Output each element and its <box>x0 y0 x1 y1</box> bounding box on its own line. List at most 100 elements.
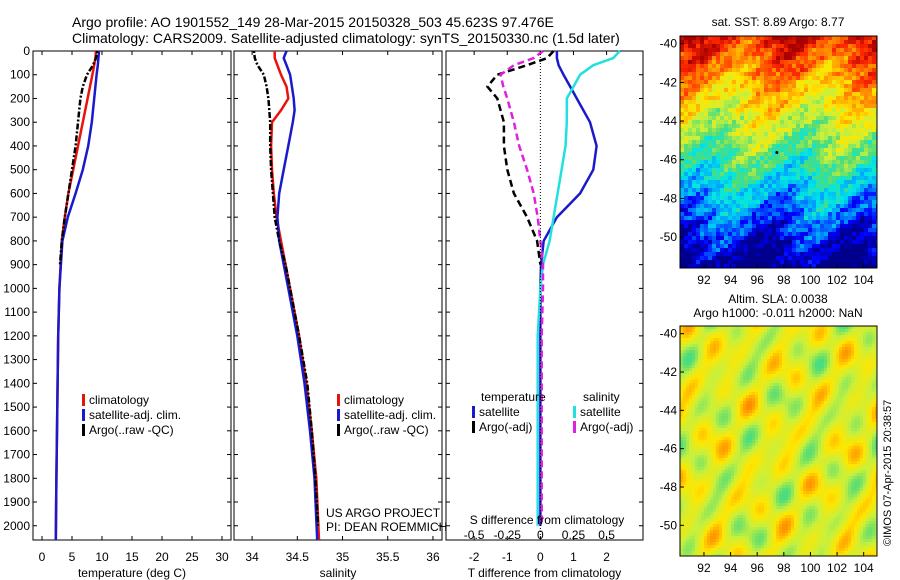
sst_map-cell <box>732 72 737 77</box>
sst_map-cell <box>772 192 777 197</box>
sla_map-cell <box>827 374 831 378</box>
sst_map-cell <box>744 216 749 221</box>
sla_map-cell <box>776 395 780 399</box>
sla_map-cell <box>800 341 804 345</box>
sst_map-cell <box>708 132 713 137</box>
sst_map-cell <box>752 196 757 201</box>
sla_map-cell <box>734 332 738 336</box>
sst_map-cell <box>820 36 825 41</box>
sla_map-cell <box>710 392 714 396</box>
sst_map-cell <box>724 184 729 189</box>
sla_map-cell <box>704 347 708 351</box>
sst_map-cell <box>736 140 741 145</box>
sst_map-cell <box>700 40 705 45</box>
sst_map-cell <box>704 124 709 129</box>
sla_map-cell <box>866 344 870 348</box>
sst_map-cell <box>852 240 857 245</box>
sst_map-cell <box>784 72 789 77</box>
sst_map-cell <box>720 148 725 153</box>
sla_map-cell <box>719 347 723 351</box>
sst_map-cell <box>872 140 877 145</box>
sla_map-cell <box>803 368 807 372</box>
sst_map-cell <box>832 152 837 157</box>
sst_map-cell <box>764 100 769 105</box>
sst_map-cell <box>692 176 697 181</box>
sst_map-cell <box>740 120 745 125</box>
sla_map-cell <box>842 359 846 363</box>
sst_map-cell <box>824 136 829 141</box>
sst_map-cell <box>824 48 829 53</box>
sst_map-cell <box>804 52 809 57</box>
sst_map-cell <box>784 152 789 157</box>
sst_map-cell <box>788 236 793 241</box>
sla_map-cell <box>728 347 732 351</box>
sla_map-cell <box>737 335 741 339</box>
sla_map-cell <box>719 335 723 339</box>
sla_map-cell <box>794 341 798 345</box>
sst_map-cell <box>716 64 721 69</box>
sla_map-cell <box>716 389 720 393</box>
sst_map-cell <box>756 236 761 241</box>
sla_map-cell <box>788 329 792 333</box>
sst_map-cell <box>732 256 737 261</box>
sla_map-cell <box>683 407 687 411</box>
sst_map-cell <box>700 236 705 241</box>
sla_map-cell <box>758 350 762 354</box>
sla_map-cell <box>872 380 876 384</box>
sst_map-cell <box>848 100 853 105</box>
sla_map-cell <box>866 392 870 396</box>
sst_map-cell <box>804 92 809 97</box>
sst_map-cell <box>732 116 737 121</box>
sst_map-cell <box>872 148 877 153</box>
sla_map-cell <box>692 374 696 378</box>
sla_map-cell <box>791 338 795 342</box>
sst_map-cell <box>776 244 781 249</box>
sla_map-cell <box>707 380 711 384</box>
sla_map-cell <box>686 347 690 351</box>
sst_map-cell <box>740 252 745 257</box>
sla_map-cell <box>716 398 720 402</box>
sst_map-cell <box>836 132 841 137</box>
sst_map-cell <box>696 152 701 157</box>
sst_map-cell <box>852 188 857 193</box>
sla_map-cell <box>842 386 846 390</box>
sst_map-cell <box>832 120 837 125</box>
sst_map-cell <box>816 148 821 153</box>
sla_map-cell <box>680 356 684 360</box>
sla_map-cell <box>806 392 810 396</box>
sst_map-cell <box>744 168 749 173</box>
sla_map-cell <box>761 365 765 369</box>
sla_map-cell <box>782 362 786 366</box>
sla_map-cell <box>794 368 798 372</box>
sst_map-cell <box>848 80 853 85</box>
sst_map-cell <box>752 200 757 205</box>
sla_map-cell <box>764 368 768 372</box>
sla_map-cell <box>788 356 792 360</box>
sla_map-cell <box>758 353 762 357</box>
sla_map-cell <box>809 395 813 399</box>
sst_map-cell <box>820 244 825 249</box>
sst_map-cell <box>756 208 761 213</box>
sst_map-cell <box>780 76 785 81</box>
sla_map-cell <box>836 374 840 378</box>
sst_map-cell <box>776 124 781 129</box>
sst_map-cell <box>856 88 861 93</box>
sla_map-cell <box>836 341 840 345</box>
sla_map-cell <box>824 386 828 390</box>
sla_map-cell <box>833 401 837 405</box>
sla_map-cell <box>791 332 795 336</box>
sst_map-cell <box>732 52 737 57</box>
sst_map-cell <box>820 100 825 105</box>
sla_map-cell <box>752 392 756 396</box>
sla_map-cell <box>842 335 846 339</box>
sst_map-cell <box>688 36 693 41</box>
sla_map-cell <box>704 377 708 381</box>
sst_map-cell <box>760 48 765 53</box>
sla_map-cell <box>857 344 861 348</box>
sla_map-cell <box>788 347 792 351</box>
sla_map-cell <box>692 392 696 396</box>
sst_map-cell <box>756 240 761 245</box>
salinity-plot-area <box>233 50 443 541</box>
sst_map-cell <box>732 240 737 245</box>
sla_map-cell <box>728 329 732 333</box>
